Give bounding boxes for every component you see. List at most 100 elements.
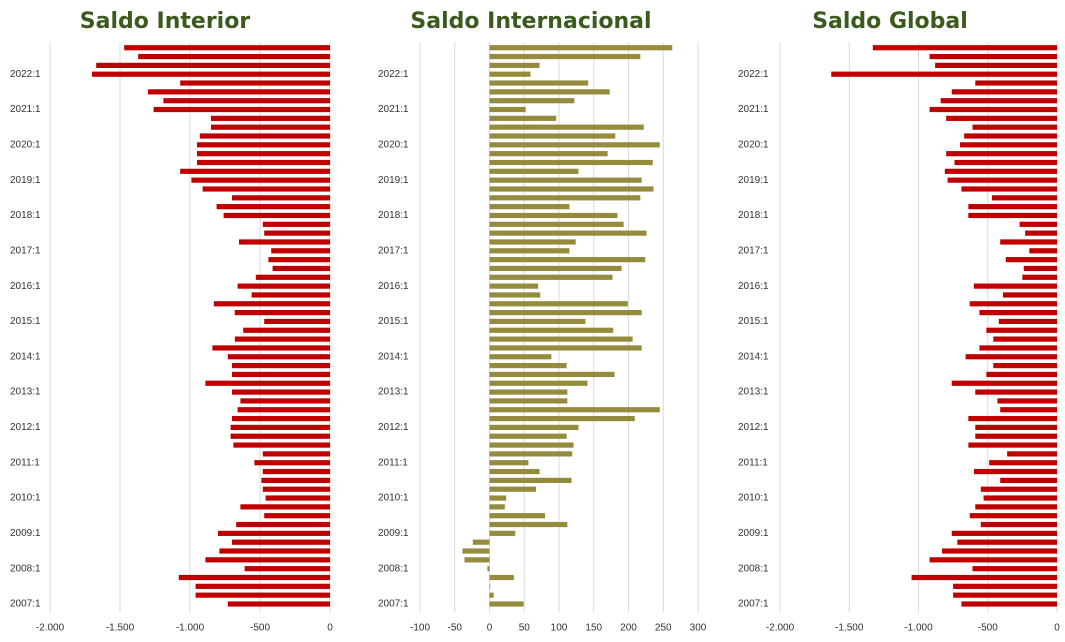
y-tick-label: 2016:1 <box>738 281 769 292</box>
bar <box>489 451 573 457</box>
y-tick-label: 2008:1 <box>10 563 41 574</box>
bar <box>980 486 1057 492</box>
bar <box>489 195 641 201</box>
y-tick-label: 2021:1 <box>378 104 409 115</box>
x-tick-label: 0 <box>487 623 493 634</box>
bar <box>983 495 1057 501</box>
bar <box>929 106 1057 113</box>
bar <box>975 433 1057 439</box>
bar <box>223 212 330 219</box>
bar <box>951 380 1057 386</box>
bar <box>975 80 1057 86</box>
bar <box>219 548 330 554</box>
bar <box>197 142 330 148</box>
bar <box>489 212 618 219</box>
y-tick-label: 2010:1 <box>10 493 41 504</box>
bar <box>991 195 1057 201</box>
y-tick-label: 2019:1 <box>378 175 409 186</box>
bar <box>153 106 330 113</box>
y-tick-label: 2009:1 <box>10 528 41 539</box>
bar <box>232 371 330 378</box>
bar <box>489 318 586 325</box>
bar <box>92 71 330 77</box>
bar <box>178 574 330 581</box>
bar <box>489 98 575 104</box>
bar <box>973 283 1057 289</box>
bar <box>251 292 330 298</box>
y-tick-label: 2013:1 <box>378 387 409 398</box>
bar <box>972 566 1057 572</box>
bar <box>489 142 660 148</box>
bar <box>489 106 526 113</box>
bar <box>211 124 330 130</box>
bar <box>232 195 330 201</box>
y-tick-label: 2013:1 <box>738 387 769 398</box>
y-tick-label: 2012:1 <box>10 422 41 433</box>
bar <box>227 354 330 360</box>
bar <box>124 45 330 51</box>
bar <box>489 89 610 95</box>
bar <box>197 159 330 166</box>
bar <box>489 398 568 404</box>
y-tick-label: 2011:1 <box>738 457 768 468</box>
bar <box>232 415 330 422</box>
bar <box>489 265 622 272</box>
bar <box>262 468 330 475</box>
bar <box>489 433 567 439</box>
bar <box>199 133 330 139</box>
bar <box>489 354 552 360</box>
y-tick-label: 2011:1 <box>378 457 408 468</box>
y-tick-label: 2013:1 <box>10 387 41 398</box>
x-tick-label: -500 <box>978 623 998 634</box>
bar <box>268 257 330 263</box>
bar <box>1025 230 1057 236</box>
bar <box>265 495 330 501</box>
bar <box>951 89 1057 95</box>
bar <box>993 336 1057 342</box>
y-tick-label: 2015:1 <box>10 316 41 327</box>
bar <box>264 513 330 519</box>
bar <box>935 62 1057 68</box>
bar <box>272 265 330 272</box>
bar <box>230 424 330 430</box>
bar <box>1000 477 1057 483</box>
y-tick-label: 2007:1 <box>10 599 41 610</box>
bar <box>986 327 1057 333</box>
y-tick-label: 2014:1 <box>378 351 409 362</box>
bar <box>489 513 546 519</box>
x-tick-label: -1.000 <box>176 623 205 634</box>
y-tick-label: 2015:1 <box>738 316 769 327</box>
bar <box>489 301 628 307</box>
y-tick-label: 2014:1 <box>738 351 769 362</box>
bar <box>489 592 494 598</box>
y-tick-label: 2012:1 <box>378 422 409 433</box>
bar <box>972 124 1057 130</box>
bar <box>489 495 507 501</box>
bar <box>230 433 330 439</box>
bar <box>202 186 330 192</box>
y-tick-label: 2016:1 <box>10 281 41 292</box>
bar <box>964 133 1057 139</box>
bar <box>240 504 330 510</box>
bar <box>489 124 644 130</box>
y-tick-label: 2019:1 <box>10 175 41 186</box>
x-tick-label: 250 <box>655 623 672 634</box>
x-tick-label: 50 <box>519 623 531 634</box>
bar <box>975 504 1057 510</box>
bar <box>264 230 330 236</box>
bar <box>489 80 589 86</box>
bar <box>236 521 330 528</box>
bar <box>243 327 330 333</box>
bar <box>205 380 330 386</box>
y-tick-label: 2020:1 <box>10 139 41 150</box>
bar <box>489 583 491 589</box>
bar <box>216 204 330 210</box>
bar <box>262 486 330 492</box>
bar <box>968 442 1057 448</box>
x-tick-label: 0 <box>1054 623 1060 634</box>
bar <box>1029 248 1057 254</box>
bar <box>489 424 579 430</box>
bar <box>264 318 330 325</box>
y-tick-label: 2021:1 <box>738 104 769 115</box>
bar <box>929 53 1057 60</box>
